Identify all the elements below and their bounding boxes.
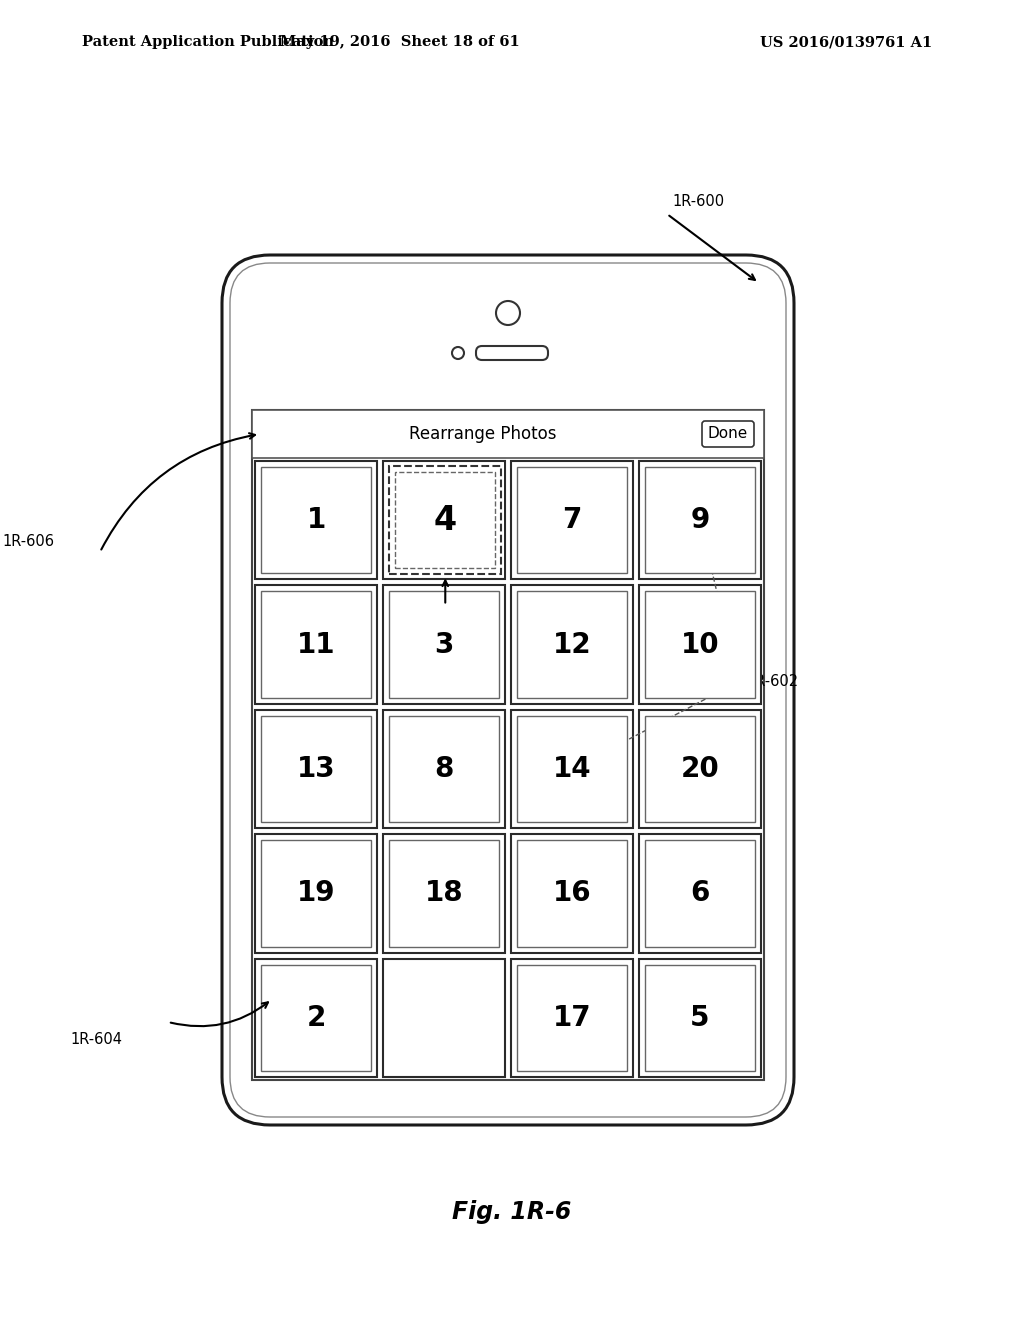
Text: Patent Application Publication: Patent Application Publication <box>82 36 334 49</box>
Text: 1R-602: 1R-602 <box>746 675 798 689</box>
Text: 1: 1 <box>434 506 454 535</box>
Text: May 19, 2016  Sheet 18 of 61: May 19, 2016 Sheet 18 of 61 <box>281 36 520 49</box>
Text: 20: 20 <box>681 755 720 783</box>
Bar <box>261 841 371 946</box>
Text: Rearrange Photos: Rearrange Photos <box>410 425 557 444</box>
Text: 3: 3 <box>434 631 454 659</box>
Text: 14: 14 <box>553 755 591 783</box>
FancyBboxPatch shape <box>476 346 548 360</box>
Bar <box>511 710 633 828</box>
Text: 6: 6 <box>690 879 710 907</box>
Bar <box>383 958 505 1077</box>
Bar <box>252 411 764 458</box>
Bar <box>517 591 627 698</box>
FancyBboxPatch shape <box>222 255 794 1125</box>
Bar <box>386 463 504 577</box>
Text: 9: 9 <box>690 506 710 535</box>
Bar <box>255 461 377 579</box>
Text: US 2016/0139761 A1: US 2016/0139761 A1 <box>760 36 932 49</box>
Bar <box>389 715 499 822</box>
Text: 1R-606: 1R-606 <box>2 535 54 549</box>
Bar <box>261 715 371 822</box>
Text: 19: 19 <box>297 879 335 907</box>
Bar <box>511 585 633 704</box>
Bar <box>517 467 627 573</box>
Bar <box>383 461 505 579</box>
Bar <box>511 461 633 579</box>
Text: 5: 5 <box>690 1003 710 1032</box>
Bar <box>639 958 761 1077</box>
Text: 10: 10 <box>681 631 719 659</box>
Bar <box>255 710 377 828</box>
Bar <box>389 466 501 574</box>
Bar <box>383 834 505 953</box>
FancyBboxPatch shape <box>702 421 754 447</box>
Text: 8: 8 <box>434 755 454 783</box>
Bar <box>645 467 755 573</box>
Bar <box>517 715 627 822</box>
Text: 17: 17 <box>553 1003 591 1032</box>
Bar <box>255 834 377 953</box>
Bar <box>389 591 499 698</box>
Bar <box>517 841 627 946</box>
Bar <box>639 461 761 579</box>
Text: 1R-604: 1R-604 <box>70 1032 122 1048</box>
Bar <box>645 841 755 946</box>
Text: 18: 18 <box>425 879 463 907</box>
Bar <box>383 710 505 828</box>
Bar <box>639 585 761 704</box>
Bar <box>511 958 633 1077</box>
Text: 2: 2 <box>306 1003 326 1032</box>
Text: 1: 1 <box>306 506 326 535</box>
Bar <box>645 591 755 698</box>
Bar <box>261 591 371 698</box>
Text: 12: 12 <box>553 631 591 659</box>
Bar <box>511 834 633 953</box>
Bar <box>389 467 499 573</box>
Bar <box>255 585 377 704</box>
Bar <box>639 710 761 828</box>
Bar <box>639 834 761 953</box>
Text: Done: Done <box>708 426 749 441</box>
Text: Fig. 1R-6: Fig. 1R-6 <box>453 1200 571 1224</box>
Text: 7: 7 <box>562 506 582 535</box>
Bar <box>645 715 755 822</box>
Bar <box>395 473 496 569</box>
Bar <box>252 411 764 1080</box>
Bar <box>383 585 505 704</box>
Bar <box>255 958 377 1077</box>
Bar <box>261 965 371 1071</box>
Text: 11: 11 <box>297 631 335 659</box>
Bar <box>517 965 627 1071</box>
Text: 1R-600: 1R-600 <box>672 194 724 210</box>
Bar <box>645 965 755 1071</box>
Text: 13: 13 <box>297 755 335 783</box>
Bar <box>389 841 499 946</box>
Text: 4: 4 <box>434 504 457 537</box>
Text: 16: 16 <box>553 879 591 907</box>
Bar <box>261 467 371 573</box>
